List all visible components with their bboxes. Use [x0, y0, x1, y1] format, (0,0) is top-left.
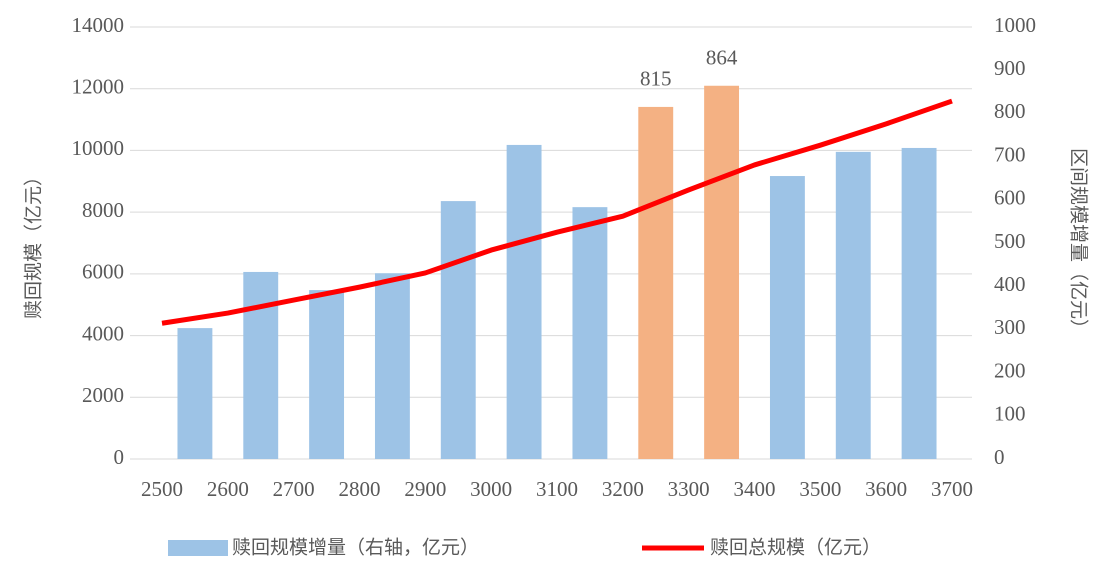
y-tick-label: 4000 [82, 321, 124, 345]
y2-tick-label: 100 [994, 402, 1026, 426]
y2-tick-label: 900 [994, 56, 1026, 80]
y2-tick-label: 300 [994, 315, 1026, 339]
line [161, 98, 953, 326]
y-axis-label: 赎回规模（亿元） [23, 167, 45, 319]
bar [835, 151, 871, 459]
bar [901, 147, 937, 459]
x-tick-label: 3700 [931, 477, 973, 501]
legend-label: 赎回总规模（亿元） [710, 537, 881, 559]
y-tick-label: 0 [114, 445, 125, 469]
y2-tick-label: 500 [994, 229, 1026, 253]
y-tick-label: 6000 [82, 260, 124, 284]
data-label: 864 [706, 46, 738, 70]
bar [440, 201, 476, 459]
bar [243, 271, 279, 459]
y2-tick-label: 1000 [994, 13, 1036, 37]
x-tick-label: 3500 [799, 477, 841, 501]
legend-label: 赎回规模增量（右轴，亿元） [232, 537, 479, 559]
bar [374, 273, 410, 459]
x-tick-label: 2900 [404, 477, 446, 501]
y2-tick-label: 600 [994, 186, 1026, 210]
data-label: 815 [640, 67, 672, 91]
y2-tick-label: 800 [994, 99, 1026, 123]
x-tick-label: 3300 [668, 477, 710, 501]
x-tick-label: 3400 [734, 477, 776, 501]
x-tick-label: 3000 [470, 477, 512, 501]
bar [309, 290, 345, 459]
x-tick-label: 2700 [273, 477, 315, 501]
y-tick-label: 10000 [72, 136, 125, 160]
y2-axis-label: 区间规模增量（亿元） [1068, 148, 1090, 338]
y-tick-label: 14000 [72, 13, 125, 37]
y2-tick-label: 200 [994, 358, 1026, 382]
y2-tick-label: 0 [994, 445, 1005, 469]
bar [572, 207, 608, 459]
bar [638, 106, 674, 460]
x-tick-label: 2600 [207, 477, 249, 501]
x-tick-label: 3600 [865, 477, 907, 501]
y-tick-label: 12000 [72, 75, 125, 99]
y-tick-label: 2000 [82, 383, 124, 407]
y2-tick-label: 400 [994, 272, 1026, 296]
legend-swatch [168, 540, 228, 556]
x-tick-label: 3100 [536, 477, 578, 501]
bar [704, 85, 740, 459]
y2-tick-label: 700 [994, 142, 1026, 166]
bar [506, 144, 542, 459]
bar [769, 176, 805, 460]
bar [177, 328, 213, 459]
x-tick-label: 2800 [339, 477, 381, 501]
y-tick-label: 8000 [82, 198, 124, 222]
x-tick-label: 3200 [602, 477, 644, 501]
x-tick-label: 2500 [141, 477, 183, 501]
